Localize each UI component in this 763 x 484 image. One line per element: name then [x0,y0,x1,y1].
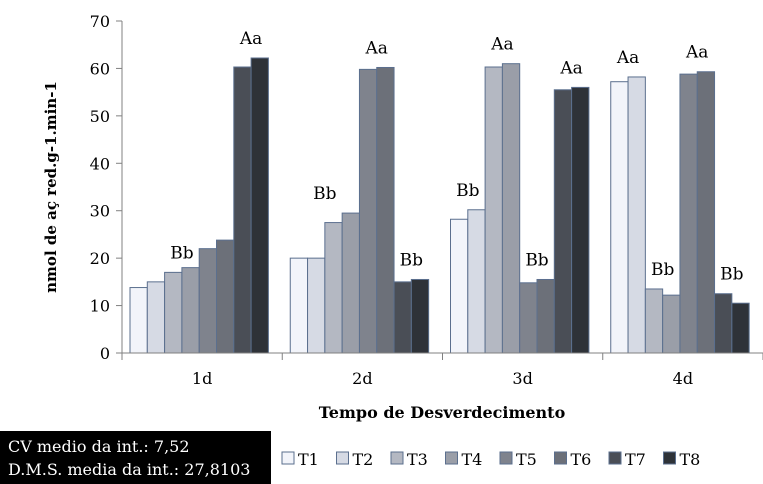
bar-t7-1d [233,66,252,354]
bar-t3-3d [484,66,503,354]
legend-label: T5 [516,450,537,469]
legend-label: T1 [298,450,319,469]
bar-t7-4d [714,293,733,354]
bar-t1-3d [450,218,469,354]
legend-swatch [499,451,513,465]
y-tick-label: 50 [90,107,110,126]
annotation-label: Aa [365,38,388,58]
bar-t6-4d [696,71,716,354]
bar-t2-4d [627,76,646,354]
legend-item-t8: T8 [663,450,701,469]
annotation-label: Bb [525,250,548,270]
legend-item-t7: T7 [608,450,646,469]
bar-t1-2d [289,257,309,354]
x-axis-label: Tempo de Desverdecimento [319,403,566,422]
y-tick-label: 70 [90,12,110,31]
bar-t3-4d [644,288,664,354]
legend-swatch [663,451,676,465]
annotation-label: Aa [490,35,513,55]
x-tick-label: 4d [673,369,693,388]
annotation-label: Aa [559,58,582,78]
legend-swatch [554,451,567,465]
legend-label: T6 [571,450,592,469]
x-tick-label: 2d [352,369,372,388]
legend-item-t4: T4 [445,450,483,469]
bar-t2-3d [467,209,486,354]
legend-swatch [390,451,404,465]
y-tick-label: 10 [90,297,110,316]
legend-label: T3 [407,450,428,469]
y-tick-label: 60 [90,59,110,78]
y-axis-label: nmol de aç red.g-1.min-1 [42,81,60,293]
y-tick-label: 20 [90,249,110,268]
bar-t2-2d [307,257,326,354]
cv-text: CV medio da int.: 7,52 [8,437,190,456]
annotation-label: Aa [616,48,639,68]
legend-swatch [608,451,622,465]
x-tick-label: 1d [192,369,212,388]
legend-label: T7 [625,450,646,469]
bar-t3-1d [164,271,183,354]
bar-t5-4d [679,73,698,354]
bar-t8-2d [410,278,430,354]
bar-t6-2d [376,66,395,354]
annotation-label: Bb [313,184,336,204]
annotation-label: Bb [651,260,674,280]
bar-t1-1d [129,287,148,354]
bar-t3-2d [324,222,343,354]
legend-item-t1: T1 [281,450,319,469]
legend: T1 T2 T3 T4 T5 T6 T7 T8 [281,450,701,469]
bar-t8-4d [731,302,750,354]
annotation-label: Aa [685,43,708,63]
bar-t2-1d [146,281,166,354]
bar-t7-3d [553,89,573,354]
annotation-label: Aa [239,29,262,49]
bar-t8-1d [250,57,269,354]
annotations-group: Bb Aa Bb Aa Bb Bb Aa Bb Aa Aa Bb Aa Bb [170,29,743,285]
x-tick-label: 3d [512,369,532,388]
y-tick-label: 40 [90,154,110,173]
y-axis: 0 10 20 30 40 50 60 70 [90,12,123,363]
legend-swatch [281,451,295,465]
bar-t1-4d [610,81,629,354]
y-tick-label: 0 [100,344,110,363]
bar-t6-1d [216,239,235,354]
bar-t4-4d [662,294,681,354]
legend-swatch [445,451,458,465]
dms-text: D.M.S. media da int.: 27,8103 [8,460,251,479]
bar-t4-3d [501,63,521,354]
bar-t6-3d [536,278,555,354]
legend-item-t5: T5 [499,450,537,469]
legend-item-t6: T6 [554,450,592,469]
legend-label: T4 [462,450,483,469]
y-tick-label: 30 [90,202,110,221]
legend-item-t2: T2 [336,450,374,469]
legend-item-t3: T3 [390,450,428,469]
annotation-label: Bb [456,181,479,201]
bar-t7-2d [393,281,412,354]
bars-group [129,57,750,354]
bar-t5-1d [198,248,217,354]
annotation-label: Bb [170,243,193,263]
x-axis: 1d 2d 3d 4d [121,352,763,388]
bar-t5-3d [519,282,538,354]
stats-box: CV medio da int.: 7,52 D.M.S. media da i… [0,431,271,484]
annotation-label: Bb [400,250,423,270]
legend-label: T2 [353,450,374,469]
bar-t5-2d [358,68,378,354]
annotation-label: Bb [720,265,743,285]
legend-swatch [336,451,349,465]
bar-t4-1d [181,267,200,354]
bar-t8-3d [571,86,590,354]
bar-t4-2d [341,212,360,354]
legend-label: T8 [680,450,701,469]
